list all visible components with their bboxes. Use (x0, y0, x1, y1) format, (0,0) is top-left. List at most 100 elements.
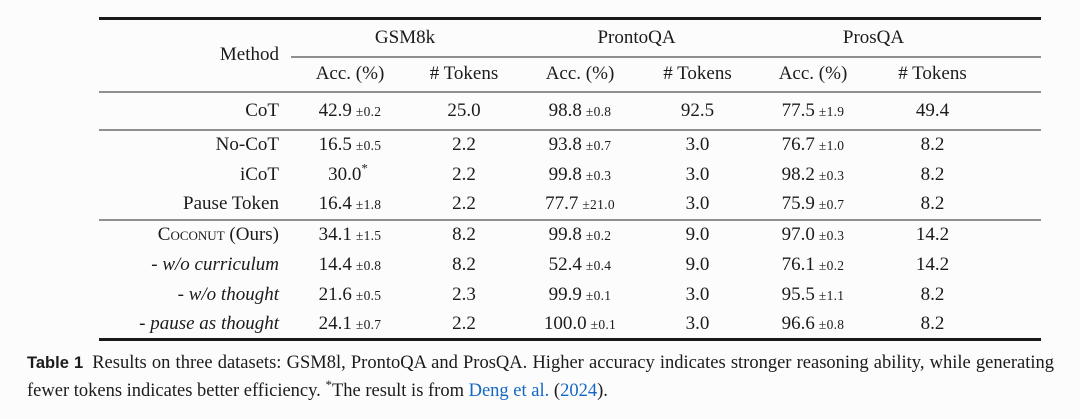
tokens-value: 14.2 (915, 224, 950, 245)
method-cell: CoT (99, 91, 291, 131)
table-row-wo-curriculum: - w/o curriculum 14.4 ±0.8 8.2 52.4 ±0.4 9… (99, 250, 1041, 280)
tokens-cell: 8.2 (409, 220, 519, 250)
method-cell: Pause Token (99, 189, 291, 221)
acc-value: 93.8 (548, 134, 582, 155)
method-label: - pause as thought (139, 312, 279, 334)
tokens-cell: 8.2 (872, 189, 1042, 221)
std-value: ±0.5 (355, 287, 382, 303)
metric-header-row: Acc. (%) # Tokens Acc. (%) # Tokens Acc.… (99, 56, 1042, 93)
method-label: Coconut (157, 224, 225, 245)
tokens-cell: 2.3 (409, 280, 519, 310)
tokens-cell: 8.2 (872, 130, 1041, 160)
acc-cell: 95.5 ±1.1 (754, 280, 872, 310)
method-cell: - pause as thought (99, 309, 291, 341)
tokens-cell: 9.0 (641, 250, 754, 280)
dataset-group-header-row: Method GSM8k ProntoQA ProsQA (99, 17, 1042, 93)
method-suffix: (Ours) (224, 224, 279, 245)
col-header-prosqa-tokens: # Tokens (872, 56, 1042, 93)
method-cell: - w/o thought (99, 280, 291, 310)
acc-cell: 16.4 ±1.8 (291, 189, 409, 221)
tokens-value: 3.0 (685, 283, 710, 305)
tokens-cell: 25.0 (409, 91, 519, 131)
table-caption-body: Results on three datasets: GSM8l, Pronto… (27, 353, 1054, 401)
acc-value: 97.0 (781, 224, 815, 245)
tokens-value: 2.3 (452, 283, 476, 305)
acc-value: 99.9 (548, 283, 582, 305)
acc-value: 100.0 (543, 312, 587, 334)
tokens-cell: 2.2 (409, 309, 519, 341)
acc-value: 30.0 (328, 163, 362, 185)
std-value: ±0.7 (355, 316, 382, 332)
std-value: ±0.2 (585, 228, 612, 243)
acc-value: 14.4 (318, 253, 352, 275)
tokens-value: 2.2 (452, 312, 476, 334)
method-label: - w/o thought (177, 283, 279, 305)
std-value: ±0.2 (818, 257, 845, 273)
acc-cell: 98.2 ±0.3 (754, 160, 872, 190)
group-header-prontoqa: ProntoQA (519, 17, 754, 58)
col-header-prosqa-acc: Acc. (%) (754, 56, 872, 93)
table-row-pause-as-thought: - pause as thought 24.1 ±0.7 2.2 100.0 ±0.… (99, 309, 1042, 341)
std-value: ±0.8 (585, 103, 612, 119)
std-value: ±0.7 (818, 197, 845, 212)
method-label: iCoT (239, 163, 279, 185)
col-header-prontoqa-acc: Acc. (%) (519, 56, 641, 93)
tokens-value: 8.2 (920, 163, 945, 185)
method-column-header: Method (99, 17, 291, 93)
acc-value: 76.7 (781, 134, 815, 155)
tokens-cell: 9.0 (641, 220, 754, 250)
tokens-value: 92.5 (680, 99, 715, 121)
std-value: ±0.4 (585, 257, 612, 273)
acc-cell: 52.4 ±0.4 (519, 250, 641, 280)
std-value: ±0.8 (355, 257, 382, 273)
acc-value: 98.8 (548, 99, 582, 121)
tokens-value: 49.4 (915, 99, 950, 121)
tokens-value: 8.2 (920, 134, 945, 155)
tokens-cell: 8.2 (872, 280, 1041, 310)
std-value: ±0.7 (585, 138, 612, 153)
col-header-prontoqa-tokens: # Tokens (641, 56, 754, 93)
std-value: ±1.5 (355, 228, 382, 243)
acc-value: 99.8 (548, 224, 582, 245)
std-value: ±0.1 (590, 316, 617, 332)
acc-cell: 77.7 ±21.0 (519, 189, 641, 221)
std-value: ±1.9 (818, 103, 845, 119)
tokens-cell: 3.0 (641, 280, 754, 310)
method-label: CoT (245, 99, 279, 121)
footnote-star: * (325, 376, 332, 392)
acc-value: 99.8 (548, 163, 582, 185)
acc-cell: 24.1 ±0.7 (291, 309, 409, 341)
tokens-value: 9.0 (685, 253, 710, 275)
std-value: ±0.3 (585, 167, 612, 183)
acc-value: 76.1 (781, 253, 815, 275)
acc-cell: 30.0* (291, 160, 409, 190)
acc-value: 95.5 (781, 283, 815, 305)
acc-cell: 99.8 ±0.3 (519, 160, 641, 190)
citation-author-link[interactable]: Deng et al. (468, 380, 550, 401)
acc-value: 77.5 (781, 99, 815, 121)
paren-close: ). (597, 380, 608, 401)
tokens-value: 8.2 (920, 312, 945, 334)
table-row-coconut: Coconut (Ours) 34.1 ±1.5 8.2 99.8 ±0.2 9.0… (99, 220, 1041, 250)
tokens-cell: 3.0 (641, 160, 754, 190)
table-row-cot: CoT 42.9 ±0.2 25.0 98.8 ±0.8 92.5 77.5 ±1.9… (99, 91, 1042, 131)
tokens-cell: 92.5 (641, 91, 754, 131)
footnote-text: The result is from (331, 380, 464, 401)
acc-value: 75.9 (781, 193, 815, 214)
results-table: Method GSM8k ProntoQA ProsQA Acc. (%) # … (99, 17, 1042, 341)
std-value: ±0.3 (818, 167, 845, 183)
tokens-value: 2.2 (452, 163, 476, 185)
acc-cell: 16.5 ±0.5 (291, 130, 409, 160)
tokens-value: 2.2 (452, 134, 476, 155)
acc-cell: 99.8 ±0.2 (519, 220, 641, 250)
citation-year-link[interactable]: 2024 (560, 380, 598, 401)
tokens-cell: 8.2 (872, 160, 1041, 190)
tokens-cell: 2.2 (409, 160, 519, 190)
col-header-gsm8k-acc: Acc. (%) (291, 56, 409, 93)
tokens-cell: 8.2 (872, 309, 1042, 341)
method-label: Pause Token (183, 193, 279, 214)
std-value: ±0.5 (355, 138, 382, 153)
tokens-value: 3.0 (685, 193, 710, 214)
acc-cell: 34.1 ±1.5 (291, 220, 409, 250)
acc-value: 98.2 (781, 163, 815, 185)
